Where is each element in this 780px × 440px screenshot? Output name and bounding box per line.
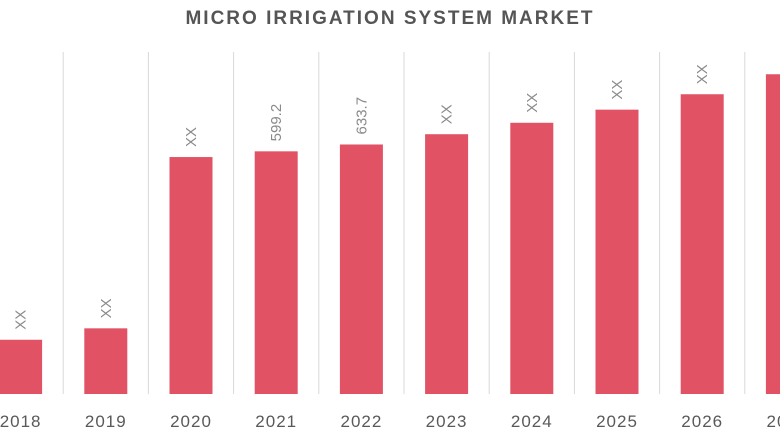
x-tick-2020: 2020 xyxy=(170,412,212,431)
bar-2021 xyxy=(254,151,298,394)
x-tick-2023: 2023 xyxy=(426,412,468,431)
data-label-2018: XX xyxy=(13,310,30,330)
bar-2025 xyxy=(595,109,639,394)
x-tick-2022: 2022 xyxy=(340,412,382,431)
data-label-2024: XX xyxy=(524,93,541,113)
bar-2022 xyxy=(339,144,383,394)
bar-2020 xyxy=(169,157,213,394)
x-tick-2027: 2027 xyxy=(766,412,780,431)
x-tick-2026: 2026 xyxy=(681,412,723,431)
x-tick-2021: 2021 xyxy=(255,412,297,431)
data-label-2026: XX xyxy=(694,64,711,84)
bar-2024 xyxy=(510,122,554,395)
bar-2027 xyxy=(765,74,780,395)
bars xyxy=(0,74,780,395)
data-label-2023: XX xyxy=(439,104,456,124)
x-tick-2025: 2025 xyxy=(596,412,638,431)
data-label-2025: XX xyxy=(609,80,626,100)
bar-2018 xyxy=(0,339,43,394)
data-label-2022: 633.7 xyxy=(353,97,370,135)
x-tick-2019: 2019 xyxy=(85,412,127,431)
x-axis-ticks: 2018 2019 2020 2021 2022 2023 2024 2025 2026 2027 xyxy=(0,412,780,431)
x-tick-2024: 2024 xyxy=(511,412,553,431)
data-label-2020: XX xyxy=(183,127,200,147)
data-label-2021: 599.2 xyxy=(268,104,285,142)
x-tick-2018: 2018 xyxy=(0,412,42,431)
chart-title: MICRO IRRIGATION SYSTEM MARKET xyxy=(185,8,594,29)
data-label-2019: XX xyxy=(98,298,115,318)
data-labels: XX XX XX 599.2 633.7 XX XX XX XX xyxy=(13,64,712,330)
gridlines xyxy=(62,52,746,394)
bar-2023 xyxy=(425,134,469,395)
bar-2019 xyxy=(84,328,128,394)
bar-2026 xyxy=(680,94,724,394)
